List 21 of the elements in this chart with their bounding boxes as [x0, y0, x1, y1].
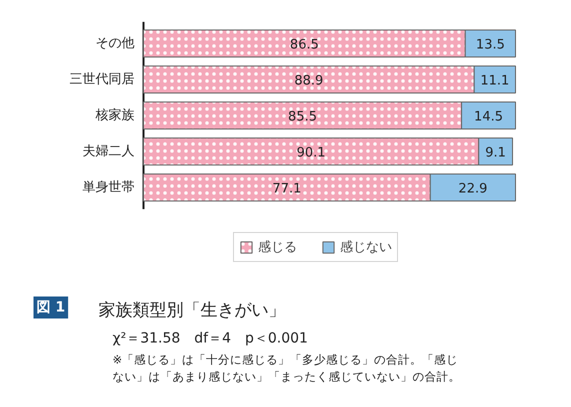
- legend-label: 感じる: [258, 239, 297, 256]
- data-label: 88.9: [294, 74, 324, 88]
- y-tick-label: 核家族: [94, 107, 134, 123]
- caption: 図 1: [36, 300, 66, 316]
- data-label: 14.5: [474, 110, 504, 124]
- y-tick-label: 単身世帯: [82, 180, 134, 195]
- y-tick-label: その他: [96, 36, 134, 51]
- text: ※「感じる」は「十分に感じる」「多少感じる」の合計。「感じない」は「あまり感じない」「まったく感じていない」の合計。: [112, 352, 460, 384]
- legend-label: 感じない: [340, 239, 392, 256]
- y-tick-label: 夫婦二人: [82, 144, 134, 159]
- text: 家族類型別「生きがい」: [98, 300, 286, 320]
- data-label: 77.1: [272, 182, 302, 196]
- data-label: 9.1: [485, 146, 506, 160]
- text: χ²＝31.58 df＝4 p＜0.001: [112, 330, 308, 346]
- data-label: 11.1: [480, 74, 510, 88]
- data-label: 90.1: [296, 146, 326, 160]
- data-label: 13.5: [476, 38, 505, 52]
- data-label: 85.5: [288, 110, 318, 124]
- data-label: 22.9: [458, 182, 488, 196]
- y-tick-label: 三世代同居: [70, 72, 134, 87]
- data-label: 86.5: [290, 38, 319, 52]
